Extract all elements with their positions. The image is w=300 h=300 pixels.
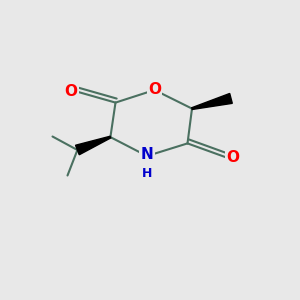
- Text: O: O: [148, 82, 161, 98]
- Polygon shape: [192, 94, 232, 109]
- Text: N: N: [141, 147, 153, 162]
- Text: O: O: [226, 150, 239, 165]
- Text: O: O: [64, 84, 78, 99]
- Polygon shape: [76, 136, 111, 155]
- Text: H: H: [142, 167, 152, 180]
